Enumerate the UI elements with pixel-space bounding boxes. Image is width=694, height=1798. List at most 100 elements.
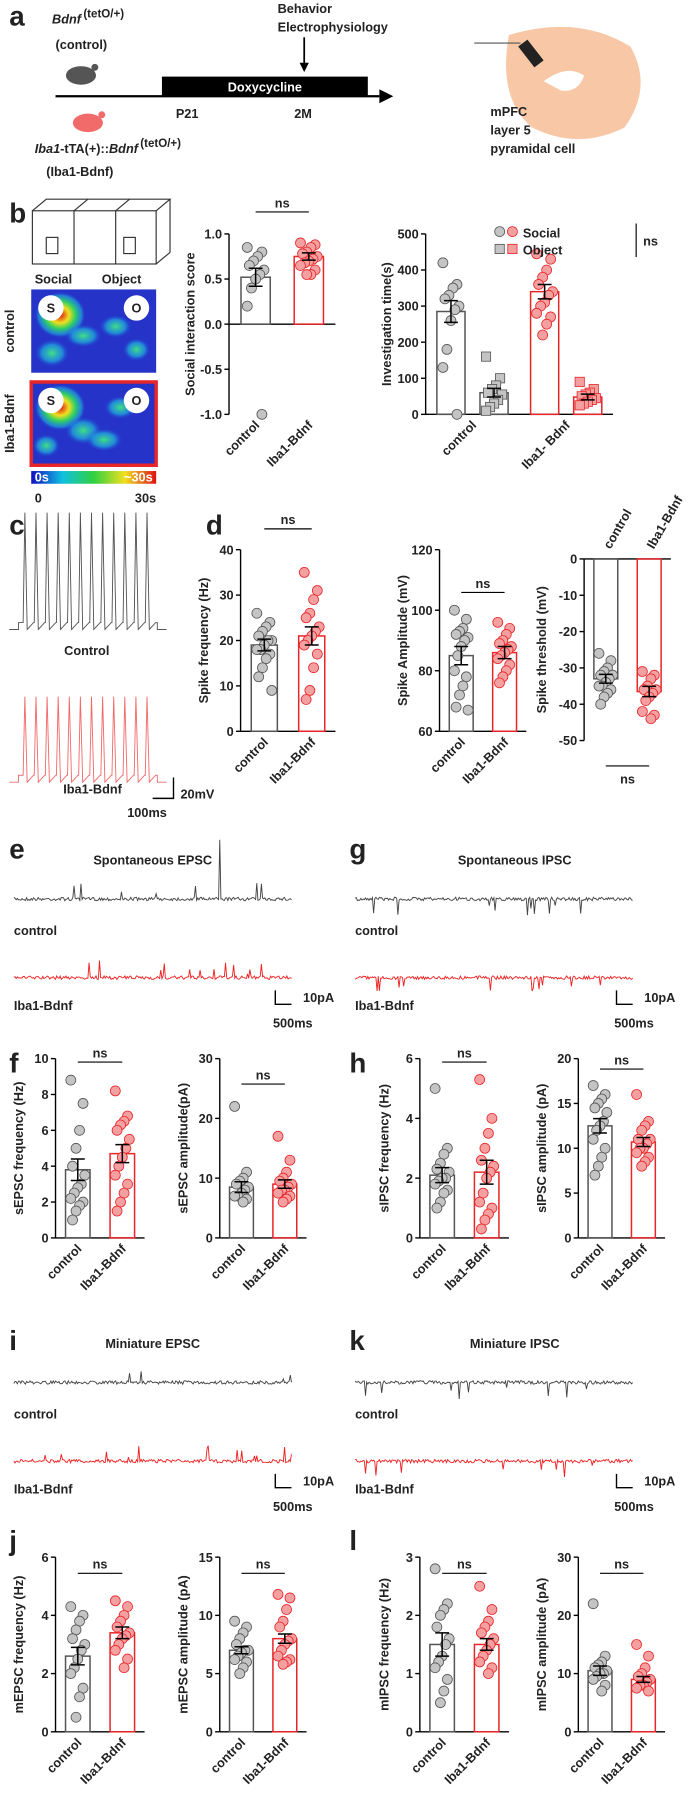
data-point <box>431 1621 443 1633</box>
data-point <box>253 671 265 683</box>
label: Iba1-Bdnf <box>14 1482 73 1497</box>
data-point <box>429 1662 441 1674</box>
panel-letter: c <box>9 510 24 541</box>
data-point <box>601 1107 613 1118</box>
label: 500ms <box>273 1015 313 1030</box>
error-bar <box>487 387 501 398</box>
error-bar <box>593 1665 607 1677</box>
x-tick-label: Iba1-Bdnf <box>239 1734 292 1787</box>
significance-label: ns <box>275 195 290 210</box>
x-tick-label: control <box>408 1241 449 1282</box>
y-tick-label: -40 <box>559 697 577 712</box>
legend-label: Social <box>523 225 560 240</box>
x-tick-label: Iba1-Bdnf <box>77 1734 130 1787</box>
data-point <box>450 701 462 713</box>
y-tick-label: 0.0 <box>204 317 222 332</box>
data-point <box>77 1098 89 1109</box>
y-tick-label: 100 <box>411 603 432 618</box>
label: Iba1-Bdnf <box>63 782 122 797</box>
data-point <box>74 1124 85 1136</box>
error-bar <box>277 1179 292 1190</box>
significance-label: ns <box>614 1052 629 1067</box>
data-point <box>257 662 268 674</box>
data-point <box>229 1101 241 1112</box>
data-point <box>234 1668 246 1679</box>
data-point <box>474 1074 486 1085</box>
data-point <box>300 612 312 624</box>
error-bar <box>580 393 595 401</box>
data-point <box>541 318 553 330</box>
data-point <box>70 1711 82 1723</box>
x-tick-label: control <box>600 506 635 551</box>
y-tick-label: 400 <box>397 263 418 278</box>
zone-marker <box>38 387 64 414</box>
data-point <box>266 685 278 696</box>
y-axis-label: mIPSC amplitude (pA) <box>534 1578 549 1712</box>
legend-label: Object <box>523 243 563 258</box>
label: ~30s <box>124 469 153 484</box>
trace-title: Spontaneous IPSC <box>458 852 572 867</box>
y-tick-label: 0 <box>42 1724 49 1739</box>
voltage-trace <box>9 512 167 631</box>
error-bar <box>257 638 272 652</box>
label: Electrophysiology <box>278 20 388 35</box>
label: 10pA <box>644 990 675 1005</box>
significance-label: ns <box>281 512 296 527</box>
genotype-label: Bdnf (tetO/+) <box>52 9 124 27</box>
data-point <box>111 1124 123 1136</box>
data-point <box>435 1609 446 1621</box>
ventricle <box>543 70 585 91</box>
label: 500ms <box>273 1499 313 1514</box>
data-point <box>429 1083 441 1094</box>
legend-marker <box>507 226 518 237</box>
label: 10pA <box>303 1473 334 1488</box>
data-point <box>109 1644 121 1656</box>
data-point <box>643 1685 654 1697</box>
y-tick-label: 6 <box>406 1051 413 1066</box>
data-point <box>435 1697 446 1709</box>
y-tick-label: 10 <box>557 1666 571 1681</box>
data-point <box>241 242 253 253</box>
error-bar <box>248 267 263 287</box>
data-point <box>474 1196 486 1208</box>
data-point <box>636 1124 648 1136</box>
y-tick-label: 0 <box>406 1724 413 1739</box>
mouse-icon <box>91 63 99 71</box>
y-axis-label: Spike Amplitude (mV) <box>395 575 410 706</box>
data-point <box>230 1178 242 1190</box>
data-point <box>494 677 505 689</box>
x-tick-label: control <box>438 417 479 458</box>
data-point <box>74 1691 85 1703</box>
voltage-trace <box>9 696 167 784</box>
data-point <box>256 408 268 420</box>
data-point <box>438 1685 450 1697</box>
label: S <box>47 301 55 316</box>
current-trace <box>355 1458 633 1478</box>
zone-marker <box>38 295 64 321</box>
y-tick-label: 8 <box>42 1087 49 1102</box>
heat-spot <box>85 428 123 452</box>
label: (Iba1-Bdnf) <box>46 164 113 179</box>
error-bar <box>115 1143 130 1164</box>
y-tick-label: 0 <box>564 1724 571 1739</box>
data-point <box>122 1178 133 1190</box>
data-point <box>636 666 648 677</box>
data-point <box>70 1142 82 1154</box>
x-tick-label: control <box>207 1241 248 1282</box>
y-tick-label: -20 <box>559 624 577 639</box>
data-point <box>281 1604 292 1615</box>
data-point <box>596 1151 608 1163</box>
scale-bar <box>152 777 175 800</box>
data-point <box>67 1633 78 1645</box>
error-bar <box>479 1637 494 1652</box>
error-bar <box>444 299 458 324</box>
data-point <box>260 653 272 665</box>
data-point <box>67 1160 78 1172</box>
data-point <box>477 1187 489 1199</box>
significance-label: ns <box>643 233 658 248</box>
label: control <box>355 1406 398 1421</box>
x-tick-label: control <box>427 734 468 775</box>
y-tick-label: -0.5 <box>200 362 222 377</box>
y-tick-label: 4 <box>42 1159 49 1174</box>
